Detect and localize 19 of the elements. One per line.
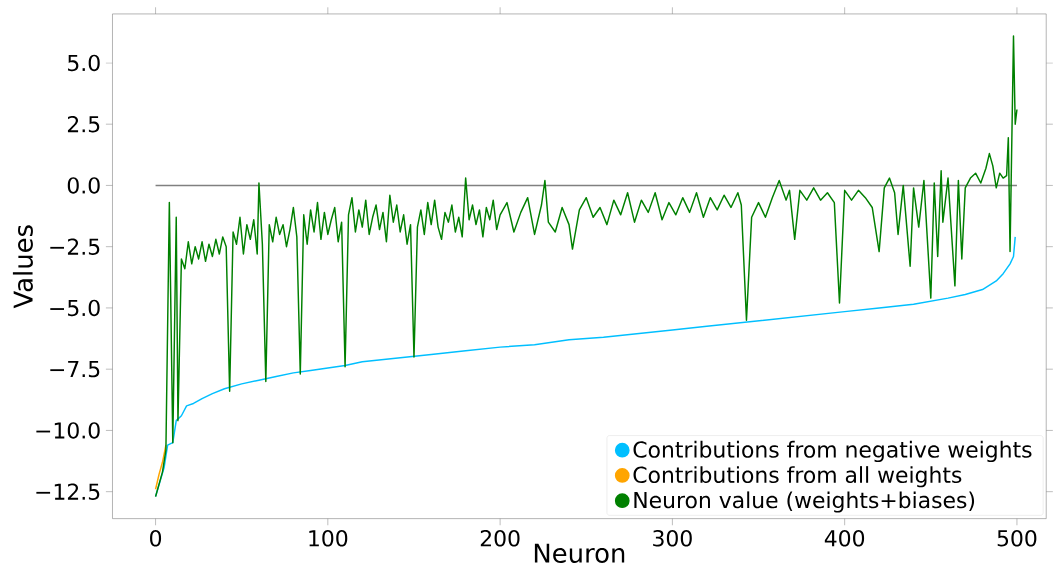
x-tick-label: 200 [480,529,520,547]
legend-label: Contributions from negative weights [633,440,1032,462]
legend-label: Contributions from all weights [633,465,962,488]
x-tick-label: 300 [653,529,692,547]
y-tick-label: −5.0 [50,299,100,317]
legend-label: Neuron value (weights+biases) [634,491,975,513]
y-tick-label: 2.5 [67,115,100,133]
x-tick-label: 500 [997,529,1037,547]
y-tick-label: −7.5 [50,360,100,378]
y-tick-label: 0.0 [67,176,100,194]
x-axis-title: Neuron [534,543,625,563]
y-tick-label: 5.0 [68,54,100,72]
y-tick-label: −12.5 [36,483,100,500]
x-tick-label: 0 [150,529,162,547]
y-axis-title: Values [12,225,33,309]
y-tick-label: −2.5 [50,238,100,255]
x-tick-label: 400 [824,529,865,547]
y-tick-label: −10.0 [36,421,100,439]
x-tick-label: 100 [309,529,348,547]
